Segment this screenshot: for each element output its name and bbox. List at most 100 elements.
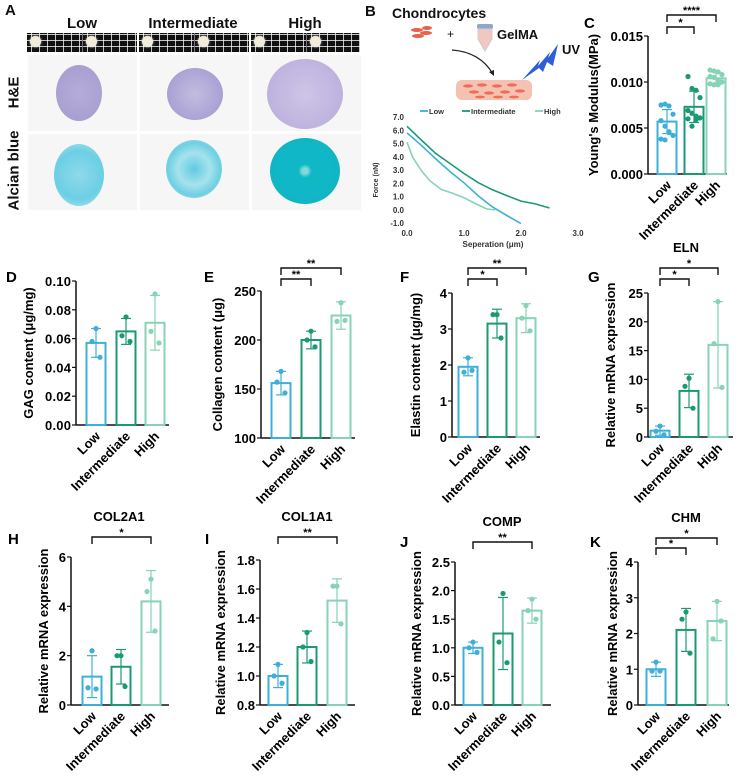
significance-bracket	[91, 536, 152, 544]
data-point	[719, 384, 725, 391]
significance-bracket	[659, 267, 719, 275]
y-tick-label: 0.08	[45, 303, 71, 318]
alcian-stain-high	[251, 133, 362, 211]
data-point	[470, 639, 476, 645]
y-axis-label: Collagen content (μg)	[210, 298, 225, 432]
y-tick-label: 10	[629, 372, 643, 387]
data-point	[689, 110, 695, 116]
column-header-high: High	[288, 15, 322, 32]
bar-intermediate	[486, 322, 508, 439]
data-point	[127, 338, 133, 345]
column-header-low: Low	[67, 15, 97, 32]
data-point	[719, 72, 725, 78]
legend-label-high: High	[544, 107, 561, 116]
he-stain-low	[27, 54, 138, 132]
data-point	[89, 338, 95, 345]
data-point	[338, 621, 344, 627]
data-point	[312, 344, 318, 350]
x-tick-label: 2.0	[515, 229, 527, 238]
data-point	[490, 312, 496, 318]
significance-label: **	[292, 269, 301, 281]
data-point	[119, 333, 125, 339]
panel-letter-i: I	[205, 531, 209, 548]
data-point	[85, 685, 91, 691]
chart-panel-j: J COMP Relative mRNA expression 0.0 0.5 1.0 1.…	[400, 514, 551, 774]
gel-photo-high	[251, 33, 361, 52]
y-tick-label: 0	[626, 698, 633, 713]
data-point	[714, 598, 720, 604]
data-point	[279, 680, 285, 686]
significance-label: *	[672, 269, 677, 281]
data-point	[118, 653, 124, 659]
y-tick-label: 0.0	[432, 698, 450, 713]
data-point	[152, 628, 158, 634]
process-arrow-icon	[451, 49, 494, 75]
y-tick-label: 0.0	[393, 206, 405, 215]
significance-label: *	[669, 538, 674, 550]
y-tick-label: 2	[59, 649, 66, 664]
y-tick-label: 0.06	[45, 332, 71, 347]
chondrocytes-label: Chondrocytes	[392, 5, 487, 21]
force-curve-low	[406, 132, 522, 225]
bar-high	[521, 609, 543, 706]
data-point	[148, 328, 154, 334]
data-point	[693, 87, 699, 93]
significance-bracket	[666, 26, 695, 34]
data-point	[342, 317, 348, 323]
y-tick-label: 5.0	[393, 140, 405, 149]
data-point	[662, 137, 668, 143]
chart-title: COL1A1	[281, 509, 332, 524]
data-point	[682, 383, 688, 389]
y-axis-label: Relative mRNA expression	[409, 551, 424, 716]
gelma-tube-icon	[477, 24, 493, 52]
bar-low	[457, 365, 479, 438]
force-curve-intermediate	[406, 125, 550, 209]
data-point	[707, 81, 713, 87]
panel-letter-d: D	[6, 269, 17, 286]
y-tick-label: 0.010	[611, 75, 644, 90]
bar-high	[515, 317, 537, 439]
data-point	[148, 576, 154, 582]
gel-photo-intermediate	[139, 33, 250, 52]
data-point	[719, 79, 725, 85]
y-axis-label: Relative mRNA expression	[213, 550, 228, 715]
significance-bracket	[467, 278, 498, 286]
force-curve-high	[406, 141, 496, 211]
y-tick-label: 150	[234, 382, 256, 397]
data-point	[466, 645, 472, 651]
data-point	[693, 117, 699, 123]
legend-label-intermediate: Intermediate	[471, 107, 516, 116]
y-tick-label: 0.5	[432, 669, 450, 684]
data-point	[523, 303, 529, 309]
y-tick-label: 4.0	[393, 153, 405, 162]
data-point	[662, 101, 668, 107]
panel-letter-j: J	[400, 534, 408, 551]
data-point	[658, 118, 664, 124]
y-tick-label: 4	[59, 599, 67, 614]
data-point	[657, 423, 663, 429]
x-tick-label-high: High	[317, 441, 348, 472]
data-point	[662, 123, 668, 129]
y-tick-label: 1	[626, 662, 633, 677]
data-point	[693, 113, 699, 119]
chart-panel-b: -1.00.01.02.03.04.05.06.07.00.0 1.0 2.0 3.0…	[373, 107, 584, 249]
y-tick-label: 1.0	[432, 641, 450, 656]
data-point	[144, 588, 150, 595]
chart-title: COL2A1	[93, 509, 144, 524]
x-tick-label-high: High	[313, 708, 344, 739]
y-tick-label: 1.0	[393, 193, 405, 202]
data-point	[304, 337, 310, 343]
data-point	[711, 341, 717, 347]
y-tick-label: 2	[440, 358, 447, 373]
significance-label: *	[684, 528, 689, 540]
significance-bracket	[467, 267, 527, 275]
y-tick-label: 2.0	[432, 584, 450, 599]
data-point	[666, 103, 672, 109]
panel-letter-a: A	[5, 2, 16, 19]
data-point	[500, 590, 506, 597]
he-stain-high	[251, 54, 362, 132]
x-tick-label-high: High	[508, 708, 539, 739]
data-point	[494, 312, 500, 318]
data-point	[711, 82, 717, 88]
